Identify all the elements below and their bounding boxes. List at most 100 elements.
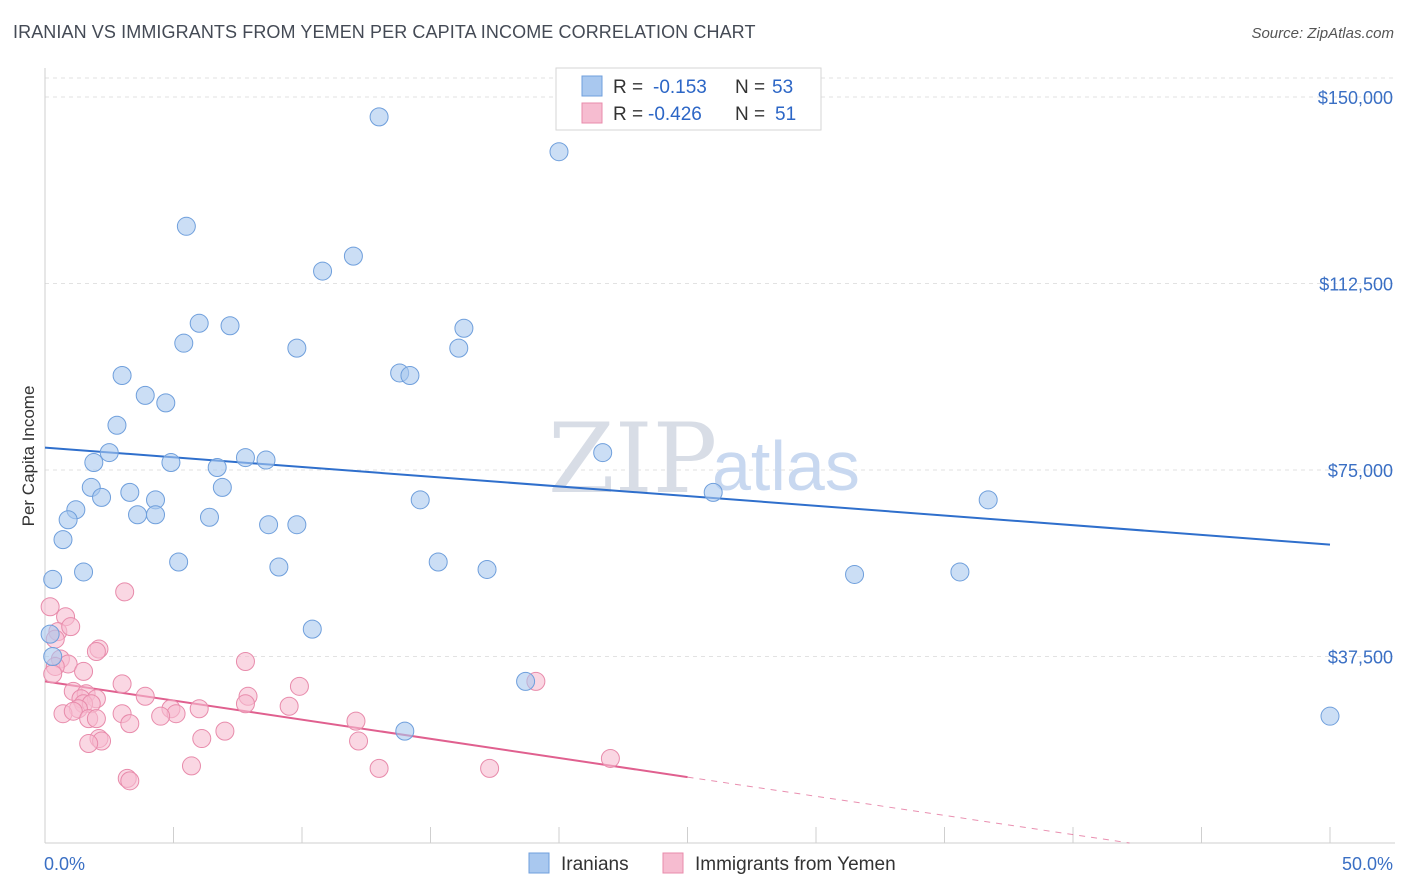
data-point-s1-36 — [86, 709, 106, 729]
data-point-s0-22 — [256, 450, 276, 470]
data-point-s1-0 — [40, 597, 60, 617]
legend: R = -0.153 N = 53 R = -0.426 N = 51 — [555, 67, 822, 131]
data-point-s0-6 — [220, 316, 240, 336]
data-point-s0-43 — [74, 562, 94, 582]
x-tick-labels: 0.0% 50.0% — [44, 854, 1393, 874]
data-point-s0-14 — [135, 385, 155, 405]
watermark-zip: ZIP — [548, 403, 717, 515]
watermark-atlas: atlas — [712, 427, 860, 505]
legend-r-label-1: R = — [613, 77, 643, 98]
bottom-legend-swatch-iranians — [528, 852, 550, 874]
data-point-s0-33 — [58, 510, 78, 530]
legend-r-label-2: R = — [613, 104, 643, 125]
data-point-s1-38 — [120, 714, 140, 734]
legend-n-label-2: N = — [735, 104, 765, 125]
data-point-s0-42 — [269, 557, 289, 577]
data-point-s0-48 — [302, 619, 322, 639]
data-point-s0-15 — [156, 393, 176, 413]
data-point-s0-13 — [400, 366, 420, 386]
bottom-legend-swatch-yemen — [662, 852, 684, 874]
data-point-s0-50 — [43, 647, 63, 666]
legend-r-value-1: -0.153 — [653, 77, 707, 98]
bottom-legend-label-yemen: Immigrants from Yemen — [695, 854, 896, 875]
data-point-s0-31 — [978, 490, 998, 510]
legend-swatch-iranians — [581, 75, 603, 97]
bottom-legend-label-iranians: Iranians — [561, 854, 629, 875]
data-point-s1-47 — [480, 758, 500, 778]
data-point-s0-44 — [43, 569, 63, 589]
data-point-s0-30 — [703, 482, 723, 502]
data-point-s1-15 — [289, 676, 309, 696]
data-point-s1-37 — [346, 711, 366, 731]
data-point-s0-19 — [84, 453, 104, 473]
data-point-s0-51 — [516, 671, 536, 691]
data-point-s1-46 — [369, 758, 389, 778]
grid-lines — [45, 77, 1395, 657]
data-point-s0-37 — [259, 515, 279, 535]
data-point-s0-9 — [287, 338, 307, 358]
data-point-s1-48 — [600, 748, 620, 768]
y-tick-label-2: $75,000 — [1328, 461, 1393, 481]
data-point-s0-52 — [395, 721, 415, 741]
data-point-s1-1 — [115, 582, 135, 602]
data-point-s1-7 — [86, 642, 106, 662]
data-point-s1-34 — [151, 706, 171, 726]
bottom-legend: Iranians Immigrants from Yemen — [528, 852, 896, 875]
legend-n-value-2: 51 — [775, 104, 796, 125]
data-points — [40, 107, 1340, 791]
data-point-s0-29 — [410, 490, 430, 510]
y-tick-label-3: $37,500 — [1328, 648, 1393, 668]
data-point-s0-38 — [287, 515, 307, 535]
y-tick-label-1: $112,500 — [1319, 275, 1393, 295]
data-point-s0-20 — [161, 453, 181, 473]
data-point-s0-34 — [128, 505, 148, 525]
data-point-s0-27 — [92, 487, 112, 507]
data-point-s0-21 — [235, 448, 255, 468]
data-point-s0-49 — [40, 624, 60, 644]
data-point-s0-23 — [207, 458, 227, 478]
data-point-s1-27 — [189, 699, 209, 719]
data-point-s0-10 — [449, 338, 469, 358]
data-point-s1-14 — [112, 674, 132, 694]
data-point-s1-39 — [215, 721, 235, 741]
data-point-s0-3 — [343, 246, 363, 266]
data-point-s0-45 — [845, 564, 865, 584]
data-point-s1-40 — [192, 729, 212, 749]
data-point-s0-1 — [549, 142, 569, 162]
data-point-s1-31 — [63, 701, 83, 721]
data-point-s0-8 — [174, 333, 194, 353]
data-point-s0-7 — [454, 318, 474, 338]
series-0 — [40, 107, 1340, 741]
data-point-s0-11 — [112, 366, 132, 386]
data-point-s0-35 — [146, 505, 166, 525]
legend-n-value-1: 53 — [772, 77, 793, 98]
data-point-s0-40 — [428, 552, 448, 572]
chart-title: IRANIAN VS IMMIGRANTS FROM YEMEN PER CAP… — [13, 22, 756, 42]
data-point-s1-9 — [235, 651, 255, 671]
data-point-s0-24 — [212, 477, 232, 497]
y-axis-label: Per Capita Income — [19, 386, 38, 527]
data-point-s1-4 — [61, 617, 81, 637]
data-point-s0-25 — [120, 482, 140, 502]
legend-n-label-1: N = — [735, 77, 765, 98]
data-point-s0-41 — [477, 559, 497, 579]
data-point-s0-18 — [593, 443, 613, 463]
data-point-s1-13 — [43, 664, 63, 684]
source-credit: Source: ZipAtlas.com — [1251, 25, 1394, 42]
data-point-s0-16 — [107, 415, 127, 435]
x-tick-label-1: 50.0% — [1342, 854, 1393, 874]
trend-line-dashed-1 — [687, 776, 1130, 844]
y-tick-label-0: $150,000 — [1318, 88, 1393, 108]
data-point-s1-44 — [349, 731, 369, 751]
series-1 — [40, 582, 620, 791]
data-point-s1-12 — [74, 661, 94, 681]
data-point-s0-47 — [53, 530, 73, 550]
data-point-s0-2 — [176, 216, 196, 236]
data-point-s0-46 — [950, 562, 970, 582]
data-point-s0-53 — [1320, 706, 1340, 726]
data-point-s1-50 — [120, 771, 140, 791]
data-point-s0-0 — [369, 107, 389, 127]
legend-r-value-2: -0.426 — [648, 104, 702, 125]
data-point-s0-17 — [99, 443, 119, 463]
